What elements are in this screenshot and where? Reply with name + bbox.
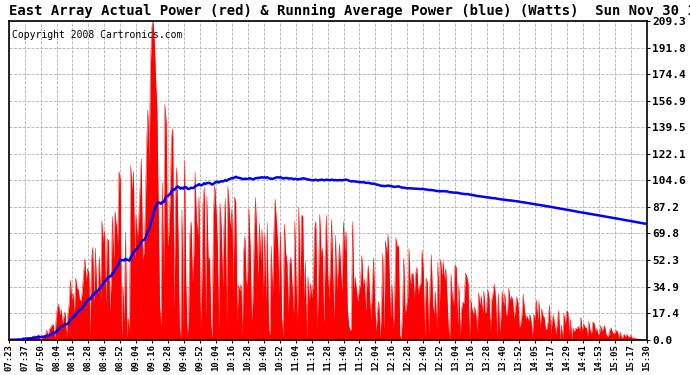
Text: East Array Actual Power (red) & Running Average Power (blue) (Watts)  Sun Nov 30: East Array Actual Power (red) & Running …	[9, 4, 690, 18]
Text: Copyright 2008 Cartronics.com: Copyright 2008 Cartronics.com	[12, 30, 182, 40]
